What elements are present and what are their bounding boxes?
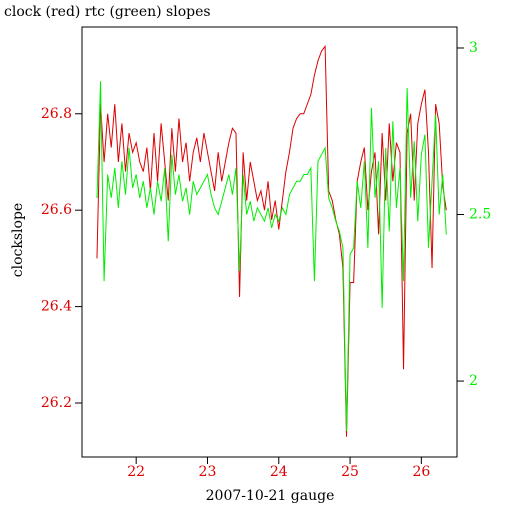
x-tick-label: 26 [412,464,430,480]
y2-tick-label: 2.5 [469,207,491,223]
x-tick-label: 22 [127,464,145,480]
y2-tick-label: 3 [469,40,478,56]
x-tick-label: 24 [270,464,288,480]
y-tick-label: 26.8 [41,106,72,122]
x-tick-label: 25 [341,464,359,480]
y-tick-label: 26.6 [41,202,72,218]
data-line [96,44,447,437]
x-tick-label: 23 [199,464,217,480]
y2-tick-label: 2 [469,373,478,389]
y-tick-label: 26.4 [41,299,72,315]
chart-title: clock (red) rtc (green) slopes [4,4,211,20]
y-tick-label: 26.2 [41,395,72,411]
x-axis-label: 2007-10-21 gauge [206,488,335,504]
y-axis-label: clockslope [10,203,26,277]
plot-frame [81,26,458,458]
data-line [96,81,447,432]
